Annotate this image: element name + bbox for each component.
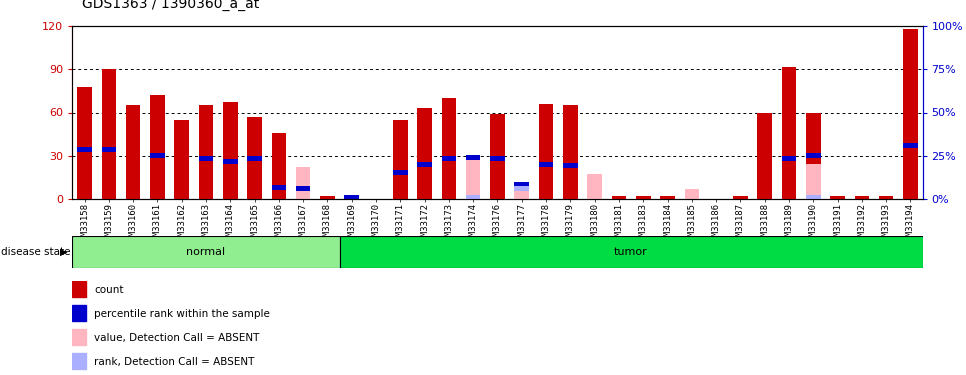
Bar (806, 164, 820, 199)
Bar (466, 154, 480, 160)
Bar (587, 174, 602, 199)
Bar (417, 108, 432, 199)
Bar (417, 162, 432, 167)
Bar (126, 105, 140, 199)
Bar (636, 196, 650, 199)
Bar (72, 236, 340, 268)
Bar (515, 182, 529, 187)
Bar (781, 156, 796, 161)
Bar (223, 102, 238, 199)
Bar (466, 160, 480, 199)
Bar (830, 196, 845, 199)
Bar (539, 162, 554, 167)
Bar (296, 186, 310, 191)
Text: count: count (95, 285, 124, 295)
Bar (72, 281, 86, 297)
Bar (441, 156, 456, 161)
Text: percentile rank within the sample: percentile rank within the sample (95, 309, 270, 319)
Text: GDS1363 / 1390360_a_at: GDS1363 / 1390360_a_at (82, 0, 259, 11)
Bar (345, 197, 359, 199)
Bar (660, 196, 675, 199)
Bar (150, 95, 165, 199)
Bar (490, 114, 505, 199)
Bar (515, 186, 529, 191)
Bar (199, 105, 213, 199)
Text: rank, Detection Call = ABSENT: rank, Detection Call = ABSENT (95, 357, 255, 367)
Bar (903, 29, 918, 199)
Bar (781, 66, 796, 199)
Bar (855, 196, 869, 199)
Bar (101, 147, 116, 152)
Bar (175, 120, 189, 199)
Bar (150, 153, 165, 158)
Bar (77, 147, 92, 152)
Bar (879, 196, 894, 199)
Bar (903, 143, 918, 148)
Bar (101, 69, 116, 199)
Text: value, Detection Call = ABSENT: value, Detection Call = ABSENT (95, 333, 260, 343)
Bar (685, 189, 699, 199)
Bar (757, 112, 772, 199)
Bar (563, 163, 578, 168)
Text: normal: normal (186, 247, 226, 257)
Bar (72, 329, 86, 345)
Bar (515, 184, 529, 199)
Bar (806, 195, 820, 200)
Bar (320, 196, 335, 199)
Bar (806, 112, 820, 199)
Bar (271, 185, 286, 190)
Bar (539, 104, 554, 199)
Bar (393, 170, 408, 176)
Bar (223, 159, 238, 164)
Bar (611, 196, 626, 199)
Bar (72, 353, 86, 369)
Bar (345, 195, 359, 200)
Bar (441, 98, 456, 199)
Bar (466, 159, 480, 199)
Bar (393, 120, 408, 199)
Bar (340, 236, 923, 268)
Text: disease state: disease state (1, 247, 71, 257)
Bar (296, 167, 310, 199)
Bar (77, 87, 92, 199)
Bar (563, 105, 578, 199)
Bar (733, 196, 748, 199)
Bar (247, 156, 262, 161)
Text: tumor: tumor (614, 247, 648, 257)
Bar (466, 195, 480, 200)
Bar (271, 133, 286, 199)
Bar (199, 156, 213, 161)
Bar (72, 305, 86, 321)
Bar (490, 156, 505, 161)
Bar (247, 117, 262, 199)
Text: ▶: ▶ (60, 247, 68, 257)
Bar (806, 153, 820, 158)
